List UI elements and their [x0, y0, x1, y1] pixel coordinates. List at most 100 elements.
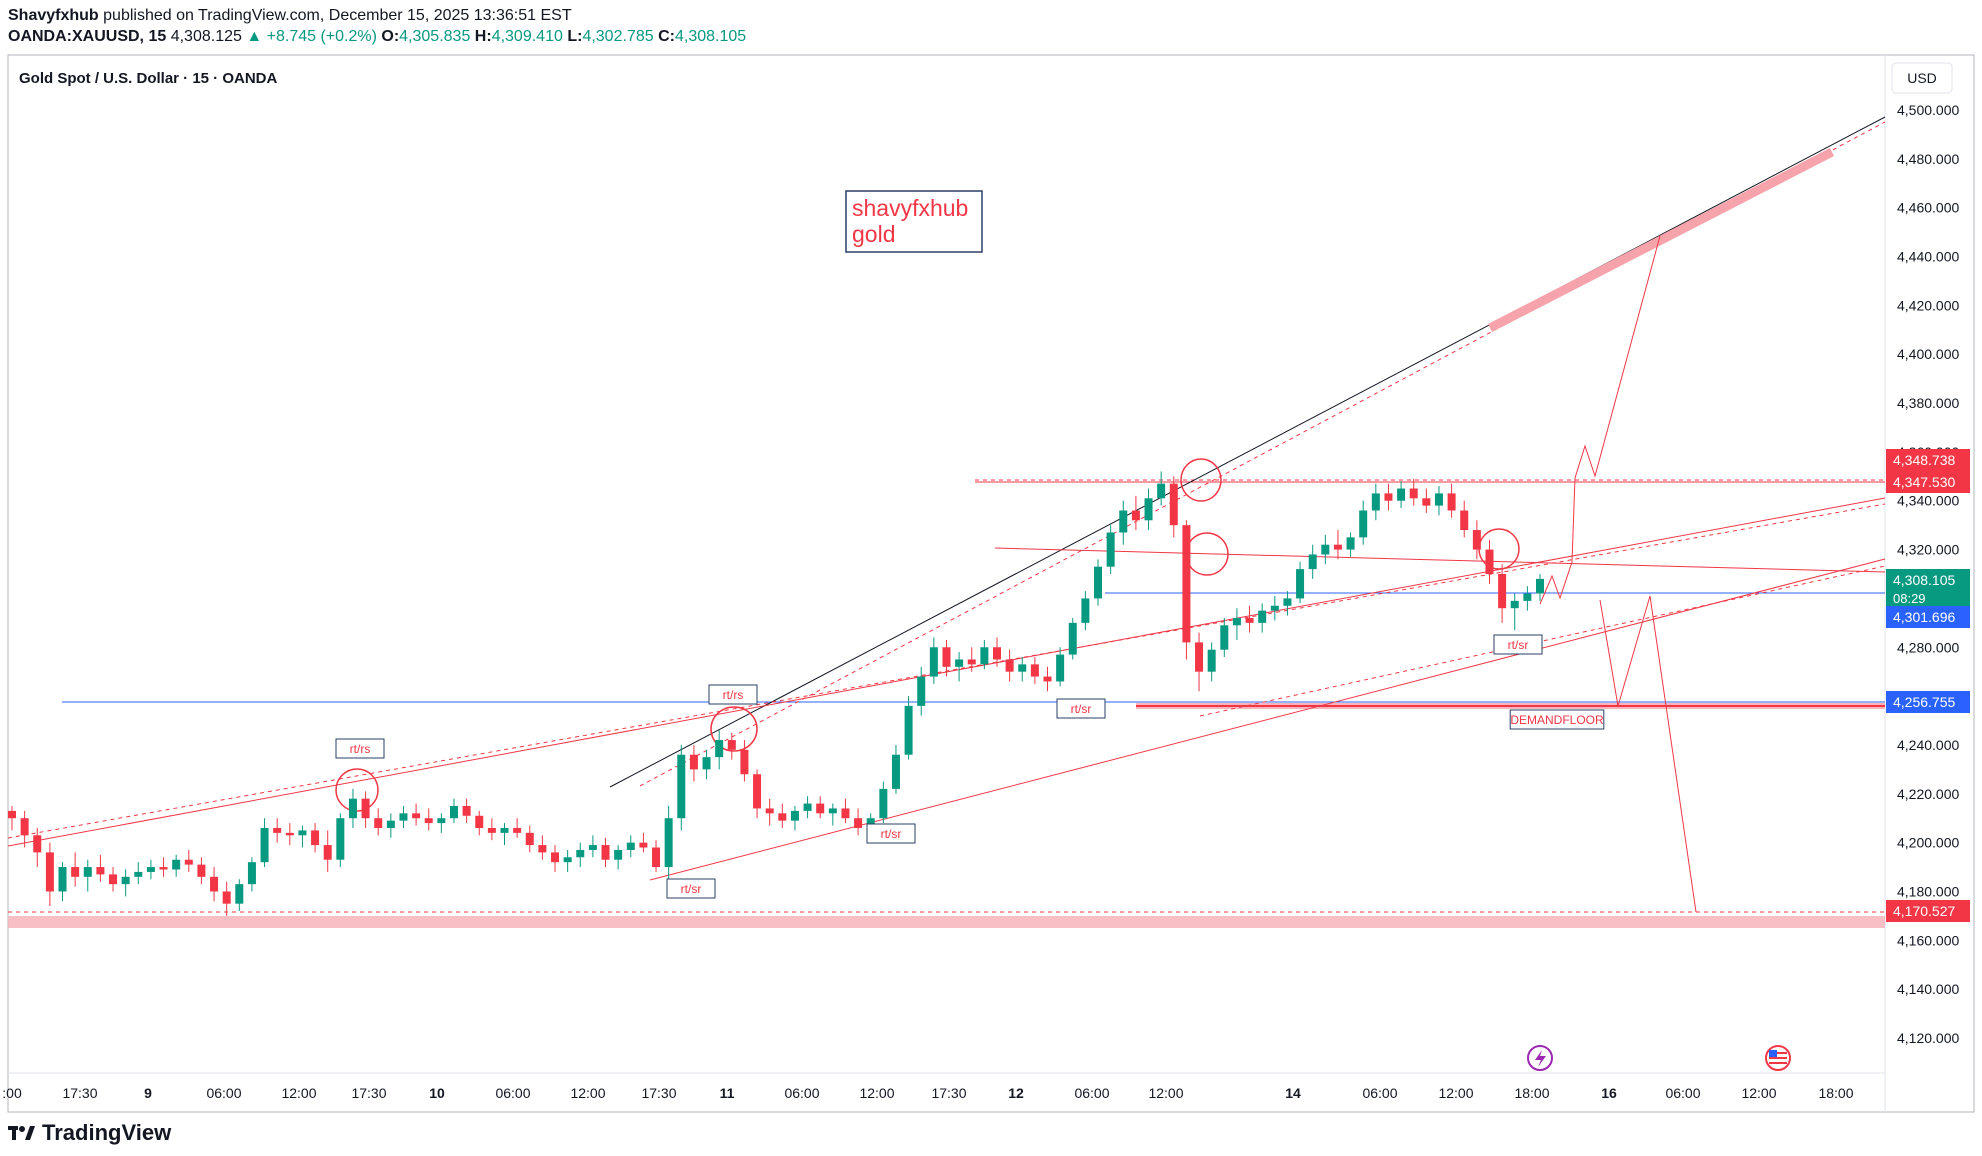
candle-body — [121, 876, 130, 885]
currency-button[interactable] — [1891, 62, 1953, 94]
candle-body — [664, 818, 673, 868]
candle-body — [336, 818, 345, 860]
candle-body — [1498, 574, 1507, 609]
candle-body — [159, 867, 168, 870]
x-tick-label: 06:00 — [1665, 1085, 1700, 1101]
candle-body — [588, 845, 597, 850]
candle-body — [8, 810, 16, 819]
candle-body — [727, 740, 736, 750]
lightning-icon — [1535, 1050, 1546, 1067]
candle-body — [222, 891, 231, 904]
price-label: 4,347.530 — [1893, 474, 1955, 490]
note-box — [866, 823, 916, 844]
candle-body — [449, 806, 458, 819]
y-tick-label: 4,200.000 — [1897, 835, 1959, 851]
note-label: DEMANDFLOOR — [1510, 713, 1604, 727]
candle-body — [1485, 549, 1494, 574]
candle-body — [1106, 532, 1115, 567]
chart-frame — [7, 54, 1975, 1113]
high-value: 4,309.410 — [491, 28, 563, 45]
candle-body — [1384, 493, 1393, 501]
candle-body — [1182, 525, 1191, 643]
candle-body — [424, 818, 433, 824]
candle-body — [1144, 498, 1153, 521]
y-tick-label: 4,320.000 — [1897, 542, 1959, 558]
price-label-bg — [1886, 449, 1970, 471]
y-tick-label: 4,480.000 — [1897, 151, 1959, 167]
last-price: 4,308.125 — [170, 28, 242, 45]
publisher-name[interactable]: Shavyfxhub — [8, 7, 99, 24]
candle-body — [374, 818, 383, 828]
candle-body — [1056, 654, 1065, 682]
candle-body — [1409, 488, 1418, 499]
candle-body — [1283, 598, 1292, 606]
candle-body — [1119, 510, 1128, 533]
candle-body — [904, 705, 913, 755]
events-icons[interactable] — [1527, 1045, 1791, 1071]
y-tick-label: 4,160.000 — [1897, 932, 1959, 948]
y-tick-label: 4,180.000 — [1897, 883, 1959, 899]
candle-body — [475, 815, 484, 828]
candle-body — [361, 798, 370, 819]
tradingview-footer[interactable]: TradingView — [8, 1120, 171, 1146]
price-label-countdown: 08:29 — [1893, 591, 1926, 606]
x-tick-label: 06:00 — [1074, 1085, 1109, 1101]
note-box — [1509, 709, 1605, 730]
candle-body — [172, 859, 181, 870]
candle-body — [260, 827, 269, 863]
candle-body — [323, 845, 332, 860]
x-tick-label: 12:00 — [570, 1085, 605, 1101]
candle-body — [247, 862, 256, 885]
candle-body — [1270, 605, 1279, 611]
candle-body — [639, 842, 648, 848]
price-label-bg — [1886, 691, 1970, 713]
candle-body — [134, 871, 143, 877]
x-tick-label: 12 — [1008, 1085, 1024, 1101]
price-change: ▲ +8.745 (+0.2%) — [246, 28, 377, 45]
candle-body — [525, 832, 534, 846]
time-axis[interactable]: :00 17:30 9 06:00 12:00 17:30 10 06:00 12:00 17:3… — [2, 1085, 1853, 1101]
channel-upper-dashed — [639, 121, 1886, 787]
circle-rt-rs-2 — [710, 706, 758, 752]
annotation-box[interactable] — [845, 190, 983, 253]
x-tick-label: 12:00 — [1741, 1085, 1776, 1101]
note-label: rt/rs — [723, 688, 744, 702]
chart-title: Gold Spot / U.S. Dollar · 15 · OANDA — [19, 70, 278, 87]
note-label: rt/sr — [1071, 702, 1092, 716]
candle-body — [71, 867, 80, 877]
y-tick-label: 4,140.000 — [1897, 981, 1959, 997]
x-tick-label: 12:00 — [1438, 1085, 1473, 1101]
note-box — [666, 878, 716, 899]
target-zone — [1487, 147, 1835, 333]
close-value: 4,308.105 — [674, 28, 747, 45]
candle-body — [538, 845, 547, 853]
candle-body — [715, 740, 724, 758]
candle-body — [20, 818, 29, 836]
x-tick-label: 17:30 — [62, 1085, 97, 1101]
candle-body — [1131, 510, 1140, 521]
candle-body — [45, 852, 54, 892]
candle-body — [184, 859, 193, 865]
candle-body — [1460, 510, 1469, 531]
annotation-line1: shavyfxhub — [852, 195, 968, 221]
candle-body — [1258, 610, 1267, 623]
currency-label: USD — [1907, 70, 1937, 86]
y-tick-label: 4,380.000 — [1897, 395, 1959, 411]
candle-body — [1094, 566, 1103, 599]
candle-body — [1447, 493, 1456, 511]
candle-body — [955, 659, 964, 667]
candle-body — [412, 813, 421, 819]
candle-body — [1472, 530, 1481, 550]
candle-body — [1333, 544, 1342, 550]
price-label: 4,301.696 — [1893, 609, 1955, 625]
candle-body — [1043, 676, 1052, 682]
candle-body — [500, 827, 509, 833]
candle-body — [311, 830, 320, 846]
candle-body — [1005, 659, 1014, 672]
candle-body — [677, 754, 686, 819]
publish-line: Shavyfxhub published on TradingView.com,… — [8, 7, 572, 25]
price-label: 4,256.755 — [1893, 694, 1955, 710]
y-tick-label: 4,440.000 — [1897, 249, 1959, 265]
price-labels: 4,348.738 4,347.530 4,308.105 08:29 4,301.69… — [1886, 449, 1970, 922]
